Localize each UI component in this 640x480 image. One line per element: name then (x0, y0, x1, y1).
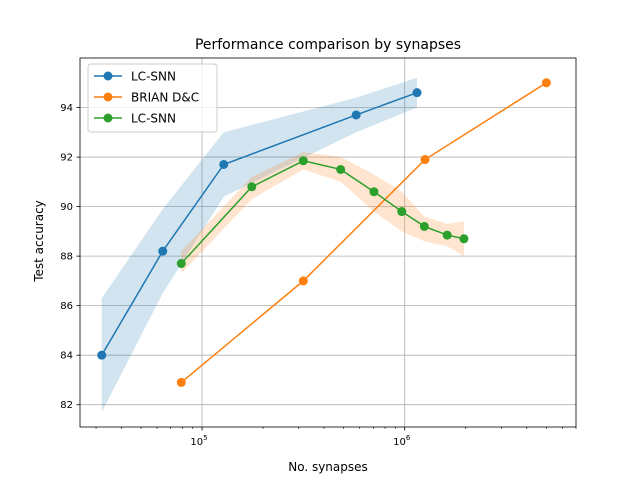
legend: LC-SNN BRIAN D&C LC-SNN (87, 63, 218, 133)
plot-area: 105 106 82 84 86 88 90 92 94 (60, 57, 577, 448)
legend-label: LC-SNN (131, 112, 176, 126)
y-tick-label: 84 (60, 351, 73, 362)
x-axis-label: No. synapses (288, 460, 368, 474)
data-point (420, 155, 430, 165)
legend-label: LC-SNN (131, 70, 176, 84)
y-tick-label: 92 (60, 153, 73, 164)
data-point (176, 377, 186, 387)
confidence-band (101, 77, 418, 413)
y-tick-label: 90 (60, 202, 73, 213)
data-point (419, 221, 429, 231)
data-point (369, 187, 379, 197)
legend-label: BRIAN D&C (131, 91, 199, 105)
data-point (219, 159, 229, 169)
y-axis-ticks: 82 84 86 88 90 92 94 (60, 103, 80, 411)
x-tick-label: 106 (393, 434, 411, 448)
y-axis-label: Test accuracy (32, 200, 46, 283)
x-axis-ticks: 105 106 (95, 427, 577, 448)
legend-marker (103, 71, 113, 81)
data-point (298, 156, 308, 166)
data-point (298, 276, 308, 286)
data-point (459, 234, 469, 244)
legend-marker (103, 92, 113, 102)
series-points (97, 78, 551, 387)
y-tick-label: 94 (60, 103, 73, 114)
data-point (351, 110, 361, 120)
data-point (541, 78, 551, 88)
data-point (97, 350, 107, 360)
y-tick-label: 82 (60, 400, 73, 411)
x-tick-label: 105 (190, 434, 207, 448)
y-tick-label: 88 (60, 252, 73, 263)
chart-title: Performance comparison by synapses (195, 37, 461, 53)
legend-frame (87, 63, 218, 133)
y-tick-label: 86 (60, 301, 73, 312)
data-point (412, 88, 422, 98)
data-point (336, 164, 346, 174)
data-point (176, 259, 186, 269)
series-line (180, 82, 547, 383)
plot-frame (79, 57, 577, 428)
data-point (158, 246, 168, 256)
data-point (442, 230, 452, 240)
data-point (397, 207, 407, 217)
data-point (247, 182, 257, 192)
legend-marker (103, 113, 113, 123)
